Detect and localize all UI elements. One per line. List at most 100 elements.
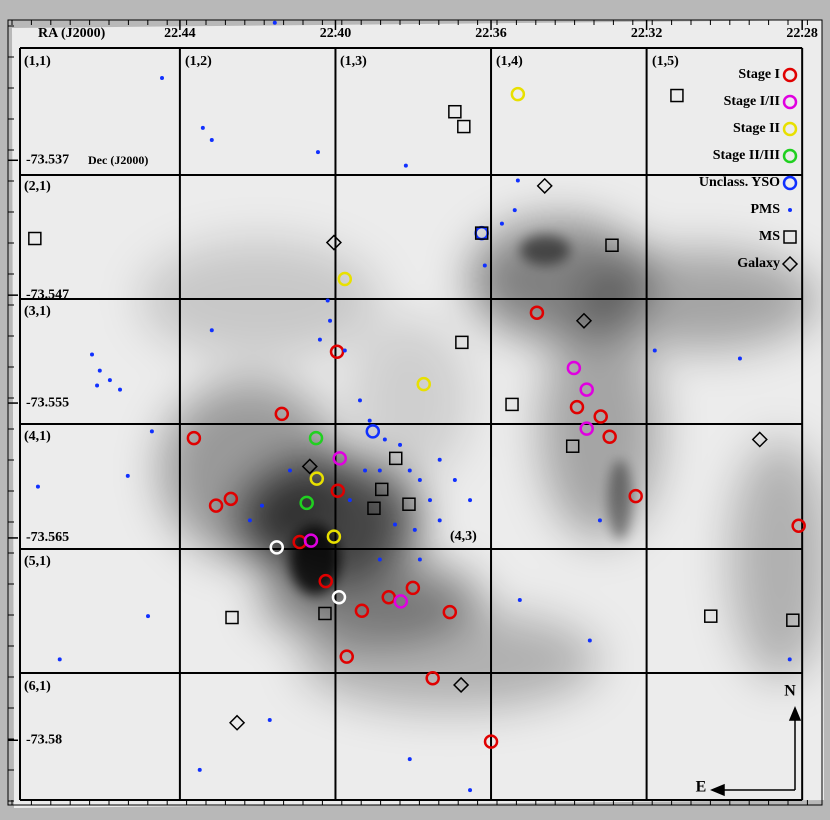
- x-tick-label: 22.40: [320, 26, 352, 41]
- pms-marker: [382, 437, 387, 442]
- yso-marker: [339, 649, 354, 664]
- yso-marker: [330, 483, 346, 498]
- cell-label: (4,1): [24, 429, 51, 444]
- legend-marker: [782, 94, 798, 110]
- pms-marker: [403, 163, 408, 168]
- ms-marker: [374, 482, 389, 497]
- cell-label: (1,5): [652, 54, 679, 69]
- pms-marker: [398, 442, 403, 447]
- pms-marker: [587, 638, 592, 643]
- pms-marker: [512, 208, 517, 213]
- pms-marker: [149, 429, 154, 434]
- galaxy-marker: [575, 312, 593, 329]
- yso-marker: [393, 594, 409, 609]
- y-tick-label: -73.555: [26, 395, 69, 410]
- compass-east: E: [696, 779, 707, 796]
- pms-marker: [515, 178, 520, 183]
- cell-label: (1,4): [496, 54, 523, 69]
- ms-marker: [605, 238, 619, 252]
- pms-marker: [197, 767, 202, 772]
- galaxy-marker: [751, 431, 768, 448]
- pms-marker: [328, 318, 333, 323]
- pms-marker: [267, 718, 272, 723]
- pms-marker: [452, 477, 457, 482]
- yso-marker: [593, 409, 608, 424]
- pms-marker: [315, 150, 320, 155]
- yso-marker: [329, 344, 345, 360]
- cell-label: (3,1): [24, 304, 51, 319]
- frame: [7, 19, 823, 806]
- legend-label: MS: [759, 229, 780, 244]
- galaxy-marker: [536, 177, 553, 194]
- ms-marker: [670, 88, 684, 103]
- pms-marker: [417, 477, 422, 482]
- legend-marker: [782, 148, 798, 164]
- ms-marker: [474, 226, 489, 240]
- pms-marker: [342, 348, 347, 353]
- y-tick-label: -73.547: [26, 287, 69, 302]
- pms-marker: [468, 498, 473, 503]
- pms-marker: [412, 527, 417, 532]
- yso-marker: [186, 430, 202, 446]
- yso-marker: [566, 360, 582, 376]
- yso-marker: [337, 271, 353, 287]
- yso-marker: [579, 382, 594, 397]
- yso-marker: [791, 518, 806, 534]
- yso-marker: [425, 670, 440, 686]
- galaxy-marker: [325, 234, 342, 251]
- yso-marker: [569, 399, 585, 415]
- yso-marker: [365, 424, 381, 439]
- x-tick-label: 22.44: [164, 26, 196, 41]
- grid: [8, 20, 808, 805]
- pms-marker: [737, 356, 742, 361]
- compass: [710, 706, 802, 797]
- pms-marker: [468, 788, 473, 793]
- pms-marker: [367, 418, 372, 423]
- pms-marker: [247, 518, 252, 523]
- cell-label: (1,3): [340, 54, 367, 69]
- ms-marker: [388, 451, 403, 466]
- legend-marker: [782, 121, 798, 137]
- pms-marker: [357, 398, 362, 403]
- pms-marker: [259, 503, 264, 508]
- y-tick-label: -73.565: [26, 530, 69, 545]
- y-tick-label: -73.58: [26, 732, 62, 747]
- pms-marker: [57, 657, 62, 662]
- yso-marker: [326, 529, 342, 544]
- legend-label: PMS: [750, 202, 780, 217]
- legend-label: Stage I/II: [724, 94, 780, 109]
- pms-marker: [125, 473, 130, 478]
- cell-label: (4,3): [450, 529, 477, 544]
- pms-marker: [317, 337, 322, 342]
- legend-marker: [782, 175, 798, 191]
- cell-label: (1,2): [185, 54, 212, 69]
- pms-marker: [347, 498, 352, 503]
- pms-marker: [35, 484, 40, 489]
- pms-marker: [209, 138, 214, 143]
- yso-marker: [529, 305, 545, 320]
- yso-marker: [269, 540, 284, 555]
- yso-marker: [309, 471, 325, 486]
- cell-label: (6,1): [24, 679, 51, 694]
- y-axis-label: Dec (J2000): [88, 153, 148, 167]
- yso-marker: [332, 451, 347, 466]
- pms-marker: [325, 298, 330, 303]
- legend-label: Stage II/III: [713, 148, 780, 163]
- yso-marker: [381, 590, 396, 605]
- pms-marker: [407, 468, 412, 473]
- ms-marker: [786, 613, 800, 627]
- yso-marker: [331, 590, 347, 605]
- yso-marker: [274, 406, 290, 422]
- legend-marker: [781, 255, 799, 273]
- pms-marker: [200, 125, 205, 130]
- ms-marker: [448, 104, 462, 119]
- ms-marker: [367, 501, 381, 516]
- legend-label: Stage II: [733, 121, 780, 136]
- pms-marker: [482, 263, 487, 268]
- pms-marker: [517, 597, 522, 602]
- yso-marker: [602, 429, 617, 445]
- pms-marker: [287, 468, 292, 473]
- legend: Stage I Stage I/II Stage II Stage II/III Unc…: [699, 67, 799, 273]
